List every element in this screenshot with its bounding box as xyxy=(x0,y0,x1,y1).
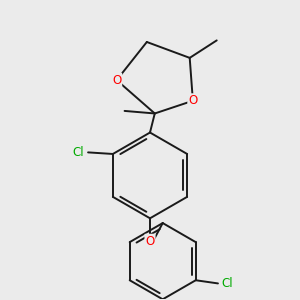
Text: O: O xyxy=(188,94,197,107)
Text: O: O xyxy=(112,74,121,87)
Text: Cl: Cl xyxy=(221,277,233,290)
Text: O: O xyxy=(146,235,154,248)
Text: Cl: Cl xyxy=(73,146,84,159)
